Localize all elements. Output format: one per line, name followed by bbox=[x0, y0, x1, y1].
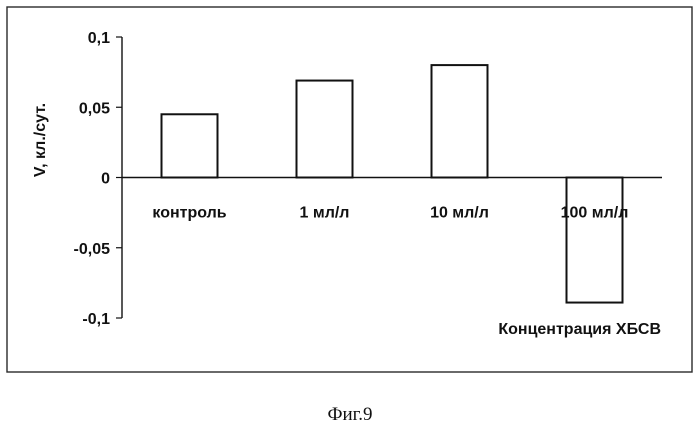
y-tick-label: 0 bbox=[101, 171, 110, 188]
x-tick-label: 10 мл/л bbox=[430, 205, 489, 222]
x-tick-label: контроль bbox=[152, 205, 226, 222]
y-axis-label: V, кл./сут. bbox=[32, 103, 49, 177]
x-axis-label: Концентрация ХБСВ bbox=[498, 321, 661, 338]
y-tick-label: 0,1 bbox=[88, 30, 110, 47]
x-tick-label: 1 мл/л bbox=[300, 205, 350, 222]
figure-caption: Фиг.9 bbox=[0, 404, 700, 426]
bar bbox=[162, 114, 218, 177]
x-tick-label: 100 мл/л bbox=[561, 205, 629, 222]
bar bbox=[567, 178, 623, 303]
y-tick-label: -0,1 bbox=[82, 311, 110, 328]
y-tick-label: 0,05 bbox=[79, 100, 110, 117]
bar bbox=[297, 81, 353, 178]
bar bbox=[432, 65, 488, 177]
y-tick-label: -0,05 bbox=[74, 241, 111, 258]
plot-area: 0,1 0,05 0 -0,05 -0,1 контроль 1 мл/л 10 мл/л 10… bbox=[74, 30, 662, 328]
